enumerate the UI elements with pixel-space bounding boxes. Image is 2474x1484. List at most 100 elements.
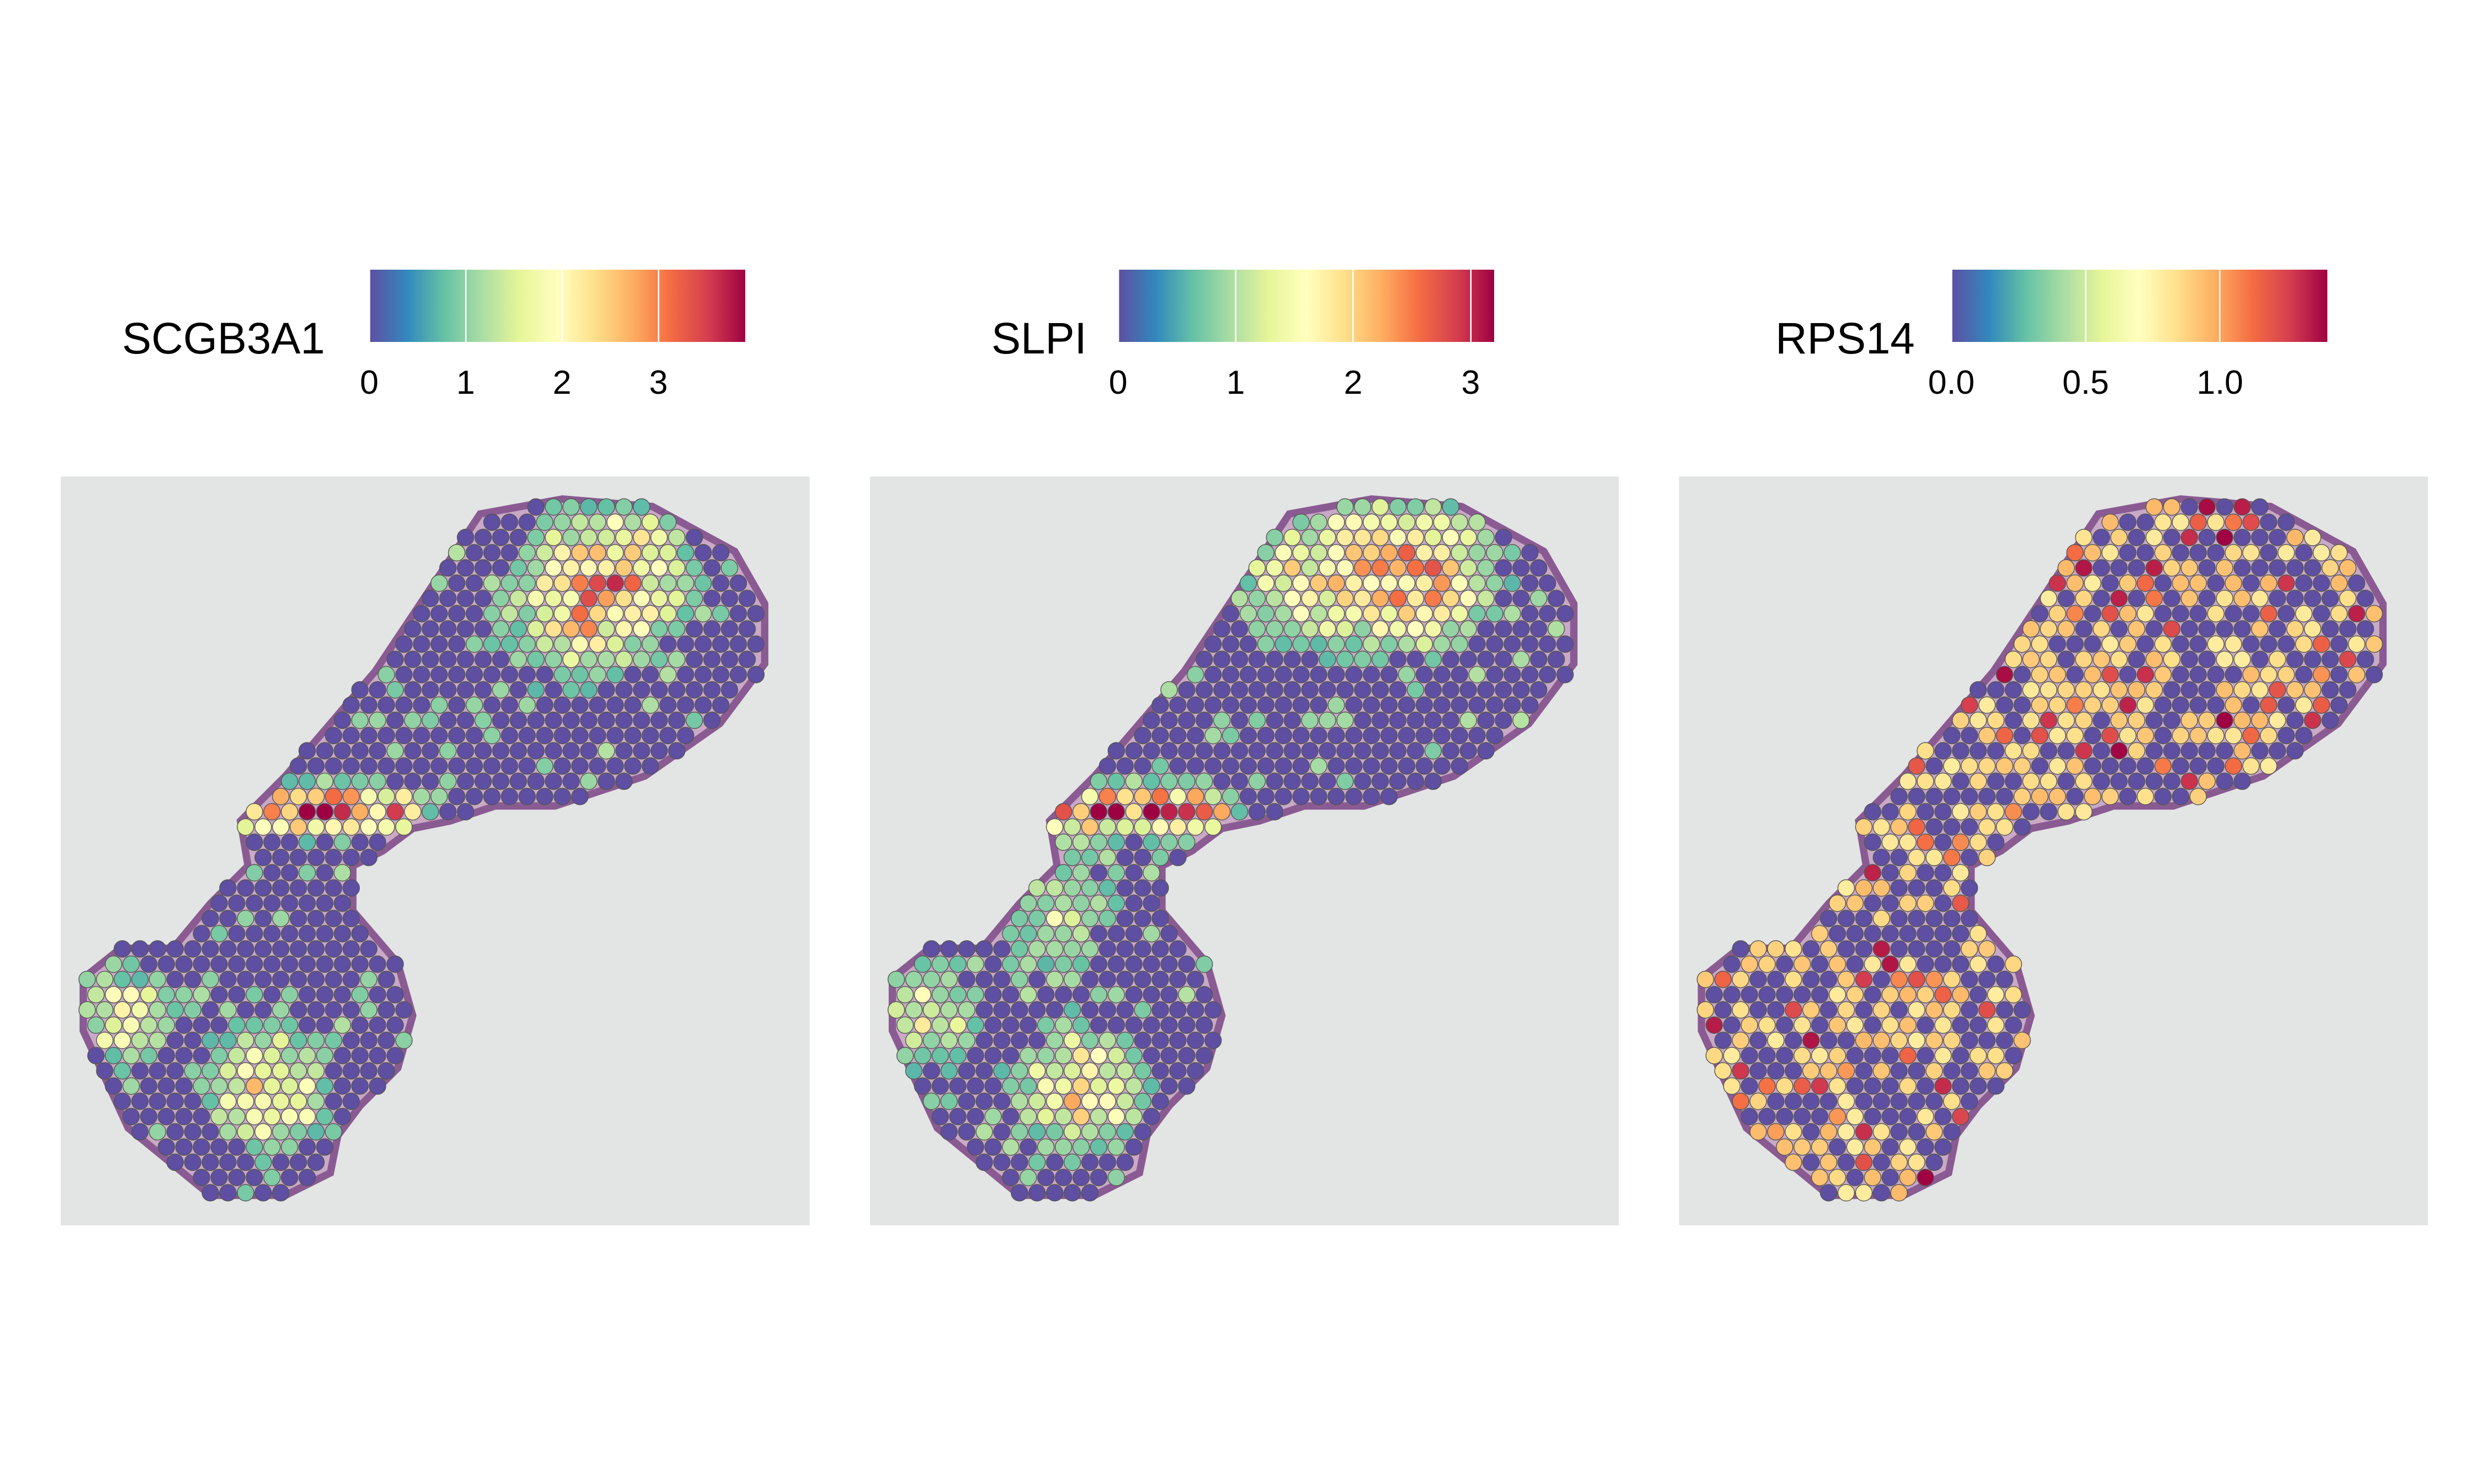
spot [246,1016,263,1034]
spot [949,1108,967,1125]
spot [1407,681,1424,699]
spot [1916,772,1935,790]
spot [1222,757,1240,775]
spot [1336,712,1354,729]
spot [202,970,219,988]
spot [1160,1047,1178,1065]
spot [730,666,747,683]
spot [1934,985,1952,1004]
spot [931,1108,949,1125]
spot [1363,513,1380,531]
spot [316,1016,334,1034]
spot [633,559,650,577]
spot [694,574,712,592]
spot [1855,940,1873,958]
spot [2128,772,2146,790]
spot [1143,1047,1161,1065]
spot [1811,1047,1829,1065]
spot [650,620,668,638]
spot [1468,666,1486,683]
spot [1952,833,1970,851]
spot [1925,818,1943,836]
spot [1336,559,1354,577]
spot [2295,727,2313,745]
spot [1504,696,1521,714]
spot [105,1016,123,1034]
spot [2269,650,2287,668]
colorbar-tick-mark [1950,270,1952,342]
spot [721,559,738,577]
spot [2225,605,2243,623]
spot [342,727,360,745]
spot [527,712,545,729]
spot [1960,788,1979,805]
spot [1460,650,1477,668]
spot [703,620,721,638]
spot [1416,727,1433,745]
spot [184,940,202,958]
spot [1345,757,1363,775]
spot [1107,1016,1125,1034]
spot [2057,650,2075,668]
spot [1239,696,1257,714]
spot [228,1138,246,1156]
spot [1292,666,1310,683]
spot [1943,940,1961,958]
spot [1187,727,1205,745]
spot [1908,1123,1926,1140]
spot [1055,1108,1073,1125]
spot [2075,590,2093,607]
spot [1908,1032,1926,1049]
spot [730,635,747,653]
spot [1504,574,1521,592]
spot [721,650,738,668]
spot [290,1154,307,1171]
spot [940,940,958,958]
spot [1495,528,1512,546]
spot [984,1016,1002,1034]
spot [1389,590,1407,607]
spot [378,727,395,745]
spot [694,666,712,683]
spot [624,635,642,653]
spot [96,1001,114,1019]
spot [404,742,422,760]
spot [1855,1062,1873,1080]
spot [254,1154,272,1171]
spot [624,605,642,623]
spot [342,1062,360,1080]
spot [360,940,378,958]
spot [2180,742,2199,760]
spot [1134,1123,1152,1140]
spot [1371,650,1389,668]
spot [1292,605,1310,623]
spot [1081,1123,1099,1140]
spot [2198,498,2216,516]
colorbar-tick-mark [1470,270,1472,342]
spot [1055,864,1073,882]
spot [1451,513,1468,531]
spot [1002,985,1020,1004]
spot [686,681,703,699]
spot [210,1047,228,1065]
spot [2084,635,2102,653]
spot [1846,1169,1864,1187]
spot [703,650,721,668]
spot [2075,712,2093,729]
spot [1732,1001,1750,1019]
spot [2066,727,2084,745]
spot [527,620,545,638]
spot [562,559,580,577]
spot [2031,605,2049,623]
spot [1969,955,1987,973]
spot [448,544,466,562]
colorbar-tick-mark [2084,270,2086,342]
spot [993,1154,1011,1171]
spot [1292,635,1310,653]
spot [2365,635,2383,653]
spot [386,742,404,760]
spot [422,772,439,790]
spot [554,513,571,531]
spot [2172,727,2190,745]
spot [1828,894,1846,912]
